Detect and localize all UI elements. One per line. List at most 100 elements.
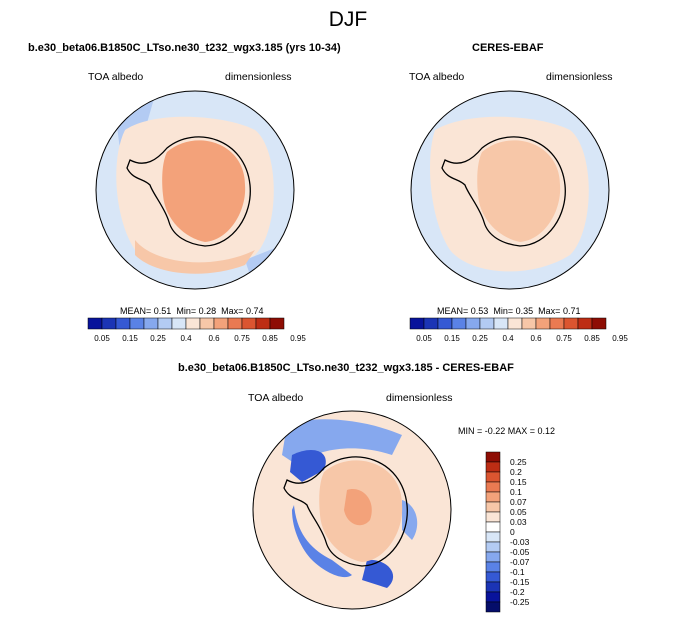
figure-title: DJF xyxy=(328,8,368,31)
model-colorbar-tick: 0.4 xyxy=(180,334,192,343)
model-panel-title: b.e30_beta06.B1850C_LTso.ne30_t232_wgx3.… xyxy=(28,42,341,54)
diff-colorbar-tick: 0.25 xyxy=(510,457,527,467)
colorbar-swatch xyxy=(409,317,425,330)
obs-colorbar-tick: 0.05 xyxy=(416,334,432,343)
model-colorbar-tick: 0.75 xyxy=(234,334,250,343)
colorbar-swatch xyxy=(171,317,187,330)
colorbar-swatch xyxy=(129,317,145,330)
colorbar-swatch xyxy=(507,317,523,330)
model-units-label: dimensionless xyxy=(225,71,292,83)
colorbar-swatch xyxy=(213,317,229,330)
model-mean-value: 0.51 xyxy=(153,306,172,316)
colorbar-swatch xyxy=(101,317,117,330)
diff-polar-map xyxy=(252,410,452,610)
diff-colorbar-tick: -0.25 xyxy=(510,597,530,607)
colorbar-swatch xyxy=(185,317,201,330)
colorbar-swatch xyxy=(549,317,565,330)
colorbar-swatch xyxy=(227,317,243,330)
obs-map-border xyxy=(410,90,610,290)
obs-polar-map xyxy=(410,90,610,290)
obs-variable-label: TOA albedo xyxy=(409,71,465,83)
colorbar-swatch xyxy=(423,317,439,330)
colorbar-swatch xyxy=(87,317,103,330)
model-variable-label: TOA albedo xyxy=(88,71,144,83)
colorbar-swatch xyxy=(479,317,495,330)
model-colorbar-tick: 0.05 xyxy=(94,334,110,343)
colorbar-swatch xyxy=(485,591,501,603)
colorbar-swatch xyxy=(485,581,501,593)
obs-colorbar-tick: 0.25 xyxy=(472,334,488,343)
colorbar-swatch xyxy=(255,317,271,330)
diff-colorbar-tick: -0.03 xyxy=(510,537,530,547)
obs-mean-value: 0.53 xyxy=(470,306,489,316)
colorbar-swatch xyxy=(485,571,501,583)
obs-colorbar-tick: 0.85 xyxy=(584,334,600,343)
colorbar-swatch xyxy=(521,317,537,330)
colorbar-swatch xyxy=(241,317,257,330)
diff-colorbar-tick: -0.05 xyxy=(510,547,530,557)
model-ice-sheet-field xyxy=(162,140,246,242)
obs-max-label: Max= xyxy=(538,306,561,316)
diff-colorbar-tick: 0.1 xyxy=(510,487,522,497)
colorbar-swatch xyxy=(485,481,501,493)
colorbar-swatch xyxy=(577,317,593,330)
colorbar-swatch xyxy=(269,317,285,330)
obs-colorbar-tick: 0.95 xyxy=(612,334,628,343)
model-coastline xyxy=(126,136,251,247)
diff-minmax: MIN = -0.22 MAX = 0.12 xyxy=(458,426,556,436)
diff-colorbar-tick: 0.2 xyxy=(510,467,522,477)
diff-colorbar xyxy=(485,451,501,613)
colorbar-swatch xyxy=(451,317,467,330)
model-colorbar-tick: 0.6 xyxy=(208,334,220,343)
diff-panel-title: b.e30_beta06.B1850C_LTso.ne30_t232_wgx3.… xyxy=(178,362,514,374)
obs-units-label: dimensionless xyxy=(546,71,613,83)
diff-variable-label: TOA albedo xyxy=(248,392,304,404)
model-stats: MEAN= 0.51 Min= 0.28 Max= 0.74 xyxy=(120,306,263,316)
obs-colorbar xyxy=(409,317,607,330)
colorbar-swatch xyxy=(485,461,501,473)
diff-colorbar-tick: -0.2 xyxy=(510,587,525,597)
model-min-label: Min= xyxy=(176,306,197,316)
model-colorbar-tick: 0.25 xyxy=(150,334,166,343)
diff-colorbar-tick: -0.07 xyxy=(510,557,530,567)
colorbar-swatch xyxy=(485,531,501,543)
colorbar-swatch xyxy=(485,551,501,563)
diff-colorbar-tick: 0 xyxy=(510,527,515,537)
diff-coastline xyxy=(283,456,408,567)
diff-units-label: dimensionless xyxy=(386,392,453,404)
colorbar-swatch xyxy=(115,317,131,330)
colorbar-swatch xyxy=(485,451,501,463)
diff-colorbar-tick: 0.05 xyxy=(510,507,527,517)
colorbar-swatch xyxy=(485,541,501,553)
model-map-border xyxy=(95,90,295,290)
obs-max-value: 0.71 xyxy=(562,306,581,316)
obs-colorbar-tick: 0.4 xyxy=(502,334,514,343)
colorbar-swatch xyxy=(485,601,501,613)
diff-colorbar-tick: -0.1 xyxy=(510,567,525,577)
model-colorbar xyxy=(87,317,285,330)
colorbar-swatch xyxy=(157,317,173,330)
model-min-value: 0.28 xyxy=(198,306,217,316)
colorbar-swatch xyxy=(465,317,481,330)
colorbar-swatch xyxy=(485,511,501,523)
obs-coastline xyxy=(441,136,566,247)
obs-min-value: 0.35 xyxy=(515,306,534,316)
colorbar-swatch xyxy=(485,561,501,573)
model-mean-label: MEAN= xyxy=(120,306,152,316)
diff-map-border xyxy=(252,410,452,610)
obs-colorbar-tick: 0.6 xyxy=(530,334,542,343)
colorbar-swatch xyxy=(485,501,501,513)
obs-colorbar-tick: 0.75 xyxy=(556,334,572,343)
colorbar-swatch xyxy=(485,471,501,483)
model-max-value: 0.74 xyxy=(245,306,264,316)
diff-negative-band-west xyxy=(292,505,352,578)
obs-stats: MEAN= 0.53 Min= 0.35 Max= 0.71 xyxy=(437,306,580,316)
diff-colorbar-tick: 0.03 xyxy=(510,517,527,527)
obs-ice-sheet-field xyxy=(477,140,561,242)
diff-colorbar-tick: 0.07 xyxy=(510,497,527,507)
colorbar-swatch xyxy=(535,317,551,330)
colorbar-swatch xyxy=(563,317,579,330)
obs-mean-label: MEAN= xyxy=(437,306,469,316)
colorbar-swatch xyxy=(591,317,607,330)
model-max-label: Max= xyxy=(221,306,244,316)
